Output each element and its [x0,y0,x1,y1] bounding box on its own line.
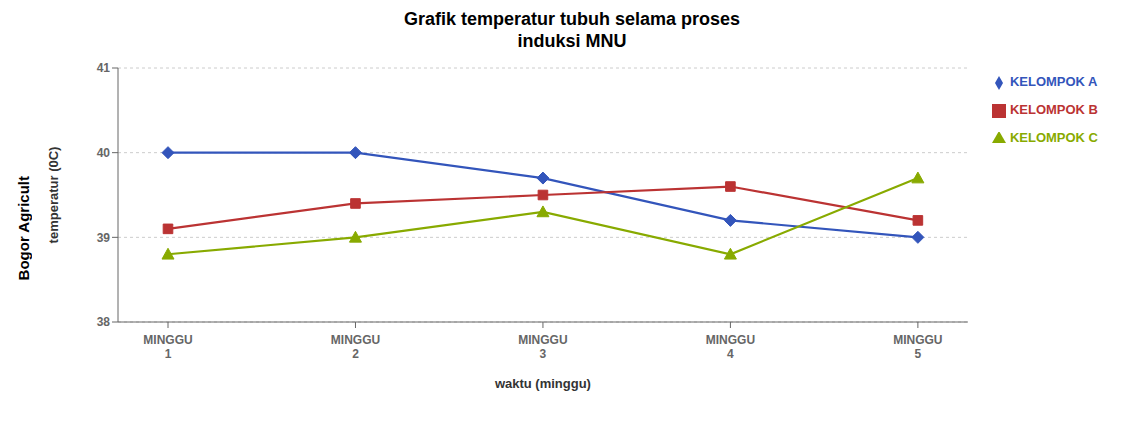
svg-text:waktu (minggu): waktu (minggu) [494,376,591,391]
html-text:KELOMPOK A: KELOMPOK A [1009,74,1098,89]
html-text:Bogor Agricult: Bogor Agricult [14,175,32,281]
svg-text:MINGGU1: MINGGU1 [143,333,192,361]
svg-text:temperatur (0C): temperatur (0C) [46,147,61,244]
svg-text:MINGGU2: MINGGU2 [331,333,380,361]
html-text:KELOMPOK C: KELOMPOK C [1009,130,1098,145]
svg-text:MINGGU3: MINGGU3 [518,333,567,361]
svg-text:41: 41 [97,61,111,75]
html-text:Grafik temperatur tubuh selama: Grafik temperatur tubuh selama proses in… [403,9,740,51]
html-text:KELOMPOK B: KELOMPOK B [1009,102,1098,117]
svg-text:MINGGU5: MINGGU5 [893,333,942,361]
svg-text:MINGGU4: MINGGU4 [706,333,755,361]
svg-text:39: 39 [97,231,111,245]
svg-text:40: 40 [97,146,111,160]
svg-text:38: 38 [97,315,111,329]
